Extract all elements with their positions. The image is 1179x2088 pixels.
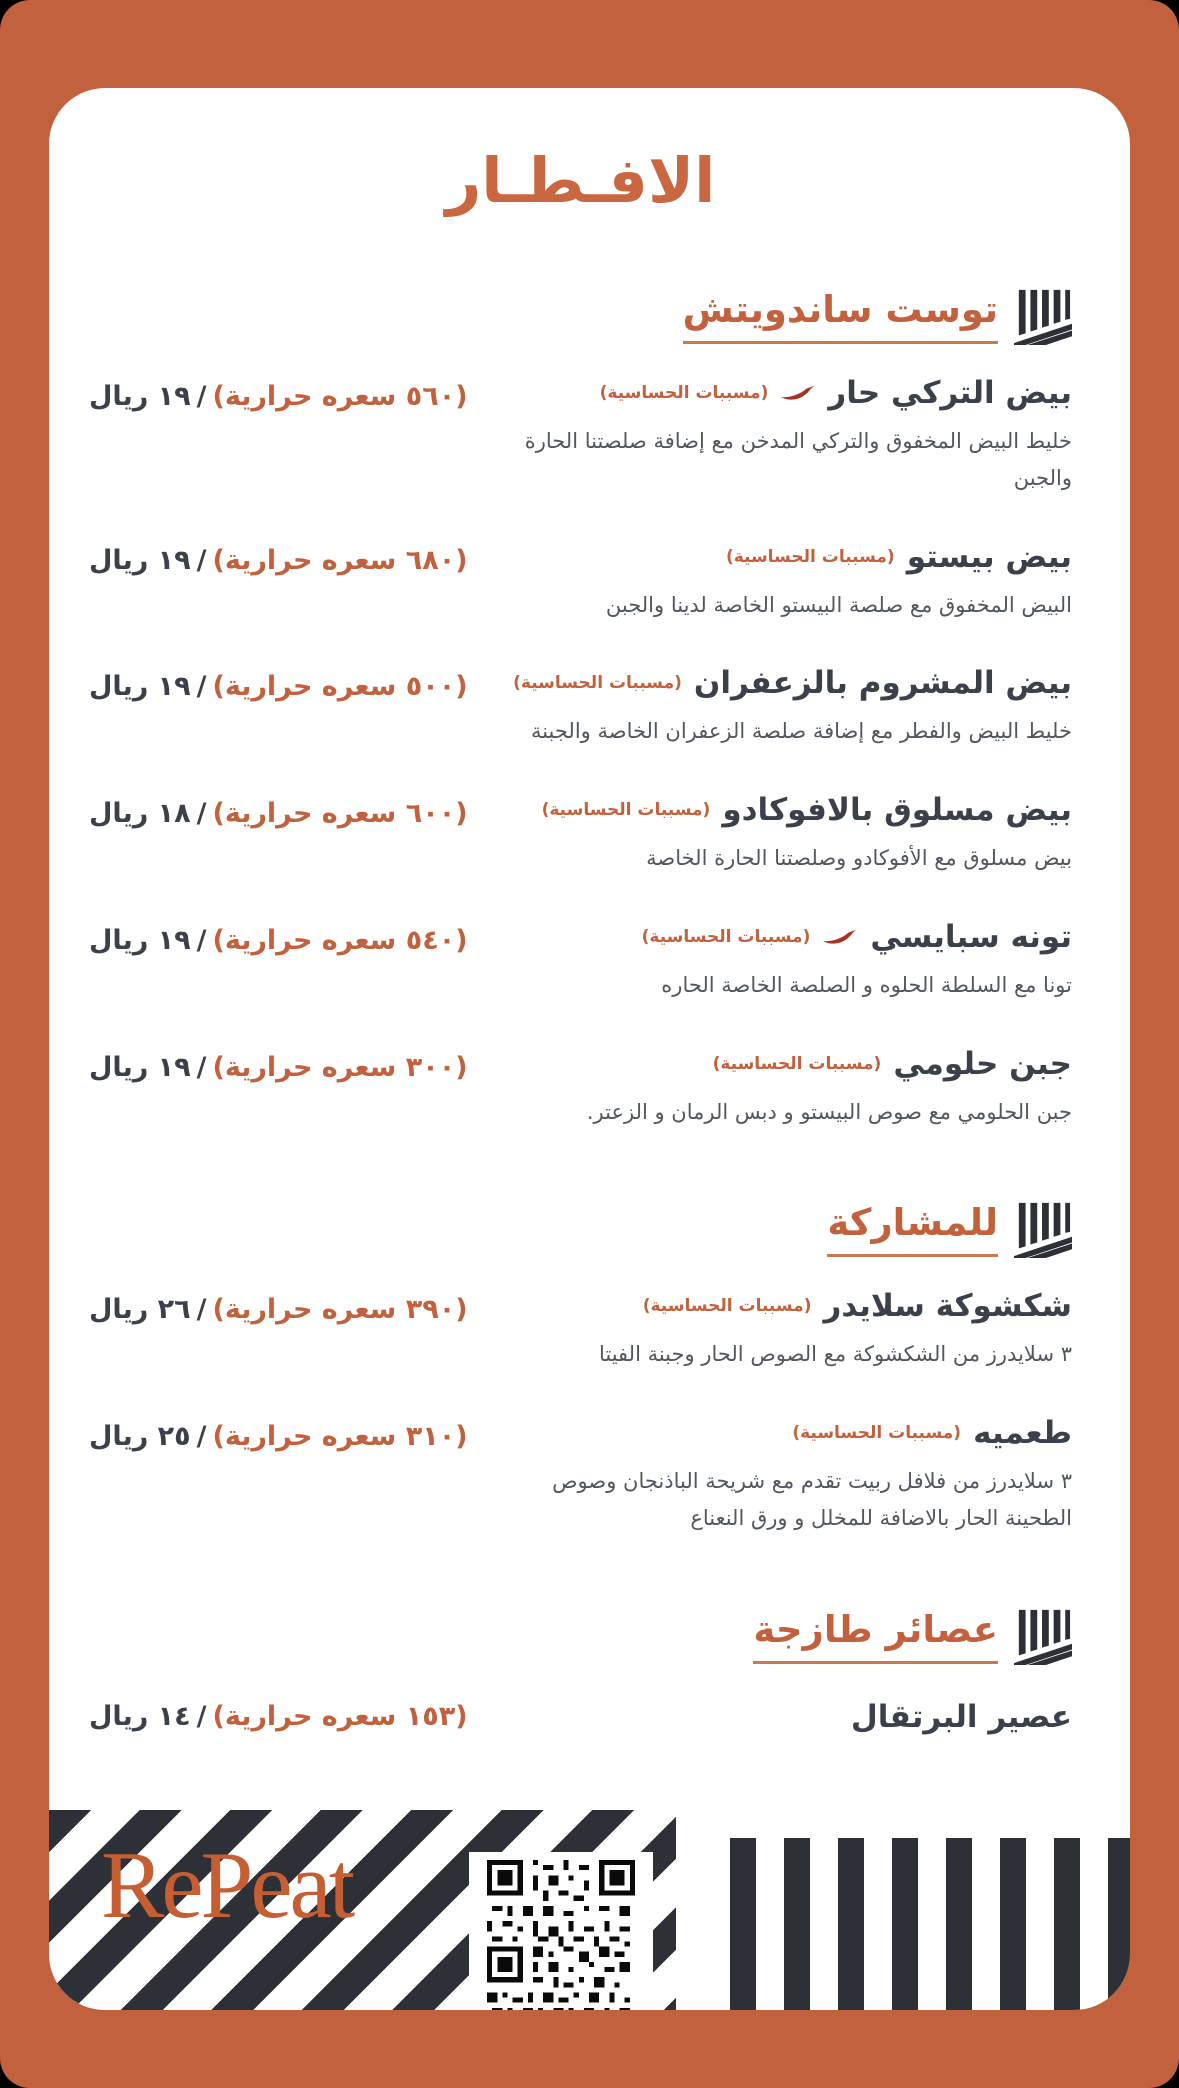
allergen-note: (مسببات الحساسية) [725,546,895,567]
stripes-mark-icon [1014,289,1072,345]
item-price-line: (٥٠٠ سعره حرارية)/١٩ ريال [89,671,468,702]
item-description: ٣ سلايدرز من فلافل ربيت تقدم مع شريحة ال… [552,1469,1072,1530]
menu-item: جبن حلومي (مسببات الحساسية) جبن الحلومي … [89,1046,1072,1131]
item-price-line: (٣١٠ سعره حرارية)/٢٥ ريال [89,1421,468,1452]
calories: (٥٠٠ سعره حرارية) [212,671,468,703]
separator: / [196,671,207,703]
price: ١٩ ريال [89,671,191,703]
chili-icon [781,385,816,400]
separator: / [196,924,207,956]
stripes-mark-icon [1014,1203,1072,1259]
menu-item: بيض المشروم بالزعفران (مسببات الحساسية) … [89,665,1072,750]
page-title: الافـطـار [445,144,716,217]
separator: / [196,1421,207,1452]
calories: (٥٦٠ سعره حرارية) [212,381,468,412]
section-sharing: للمشاركة شكشوكة سلايدر (مسببات الحساسية)… [89,1200,1072,1536]
item-price-line: (٣٠٠ سعره حرارية)/١٩ ريال [89,1052,468,1083]
stripes-mark-icon [1014,1609,1072,1665]
qr-code [469,1852,653,2010]
section-title: للمشاركة [827,1201,998,1258]
menu-item: بيض بيستو (مسببات الحساسية) البيض المخفو… [89,539,1072,624]
separator: / [196,1294,207,1326]
section-fresh-juices: عصائر طازجة عصير البرتقال (١٥٣ سعره حرار… [89,1607,1072,1735]
calories: (٣١٠ سعره حرارية) [212,1421,468,1452]
item-description: خليط البيض والفطر مع إضافة صلصة الزعفران… [530,719,1072,744]
calories: (١٥٣ سعره حرارية) [212,1700,468,1732]
price: ١٤ ريال [89,1700,191,1732]
item-name: تونه سبايسي [870,918,1072,955]
item-description: بيض مسلوق مع الأفوكادو وصلصتنا الحارة ال… [646,846,1072,870]
calories: (٣٠٠ سعره حرارية) [212,1051,468,1083]
menu-item: شكشوكة سلايدر (مسببات الحساسية) ٣ سلايدر… [89,1288,1072,1373]
item-price-line: (٥٤٠ سعره حرارية)/١٩ ريال [89,925,468,956]
menu-card: الافـطـار توست ساندويتش [49,88,1130,2010]
menu-item: تونه سبايسي (مسببات الحساسية) تونا مع ال… [89,919,1072,1004]
item-price-line: (١٥٣ سعره حرارية)/١٤ ريال [89,1701,468,1732]
brand-logo: RePeat [101,1832,355,1938]
menu-item: بيض مسلوق بالافوكادو (مسببات الحساسية) ب… [89,792,1072,877]
price: ١٩ ريال [89,924,191,956]
item-price-line: (٦٨٠ سعره حرارية)/١٩ ريال [89,545,468,576]
item-name: بيض بيستو [906,538,1072,575]
item-name: شكشوكة سلايدر [823,1288,1072,1325]
price: ١٩ ريال [89,544,191,576]
allergen-note: (مسببات الحساسية) [599,383,769,403]
item-name: بيض التركي حار [828,375,1072,411]
separator: / [196,381,207,412]
section-header: للمشاركة [89,1200,1072,1259]
separator: / [196,1700,207,1732]
menu-item: بيض التركي حار (مسببات الحساسية) خليط ال… [89,375,1072,497]
item-name: عصير البرتقال [850,1698,1072,1735]
section-header: توست ساندويتش [89,287,1072,345]
item-price-line: (٥٦٠ سعره حرارية)/١٩ ريال [89,381,468,412]
vertical-stripes [730,1838,1130,2010]
section-title: توست ساندويتش [682,288,998,344]
item-price-line: (٦٠٠ سعره حرارية)/١٨ ريال [89,798,468,829]
menu-item: طعميه (مسببات الحساسية) ٣ سلايدرز من فلا… [89,1415,1072,1537]
section-header: عصائر طازجة [89,1607,1072,1665]
item-name: جبن حلومي [893,1045,1072,1082]
menu-item: عصير البرتقال (١٥٣ سعره حرارية)/١٤ ريال [89,1695,1072,1735]
item-name: بيض مسلوق بالافوكادو [722,792,1072,828]
calories: (٥٤٠ سعره حرارية) [212,924,468,956]
price: ٢٥ ريال [89,1421,191,1452]
allergen-note: (مسببات الحساسية) [541,800,711,820]
calories: (٦٨٠ سعره حرارية) [212,544,468,576]
price: ٢٦ ريال [89,1294,191,1326]
item-name: بيض المشروم بالزعفران [693,665,1072,702]
calories: (٦٠٠ سعره حرارية) [212,798,468,829]
chili-icon [823,928,858,944]
allergen-note: (مسببات الحساسية) [513,673,682,694]
separator: / [196,798,207,829]
item-description: خليط البيض المخفوق والتركي المدخن مع إضا… [524,429,1072,490]
item-description: البيض المخفوق مع صلصة البيستو الخاصة لدي… [605,592,1072,617]
section-toast-sandwich: توست ساندويتش بيض التركي حار (مسببات الح… [89,287,1072,1130]
price: ١٩ ريال [89,1051,191,1083]
separator: / [196,1051,207,1083]
section-title: عصائر طازجة [753,1608,998,1664]
item-description: ٣ سلايدرز من الشكشوكة مع الصوص الحار وجب… [598,1342,1072,1367]
item-name: طعميه [973,1415,1072,1451]
calories: (٣٩٠ سعره حرارية) [212,1294,468,1326]
allergen-note: (مسببات الحساسية) [641,926,811,947]
allergen-note: (مسببات الحساسية) [642,1296,812,1317]
footer: RePeat [49,1810,1130,2010]
price: ١٨ ريال [89,798,191,829]
allergen-note: (مسببات الحساسية) [712,1053,882,1074]
allergen-note: (مسببات الحساسية) [792,1423,962,1443]
item-price-line: (٣٩٠ سعره حرارية)/٢٦ ريال [89,1294,468,1325]
item-description: تونا مع السلطة الحلوه و الصلصة الخاصة ال… [661,972,1072,997]
price: ١٩ ريال [89,381,191,412]
item-description: جبن الحلومي مع صوص البيستو و دبس الرمان … [586,1099,1072,1124]
separator: / [196,544,207,576]
